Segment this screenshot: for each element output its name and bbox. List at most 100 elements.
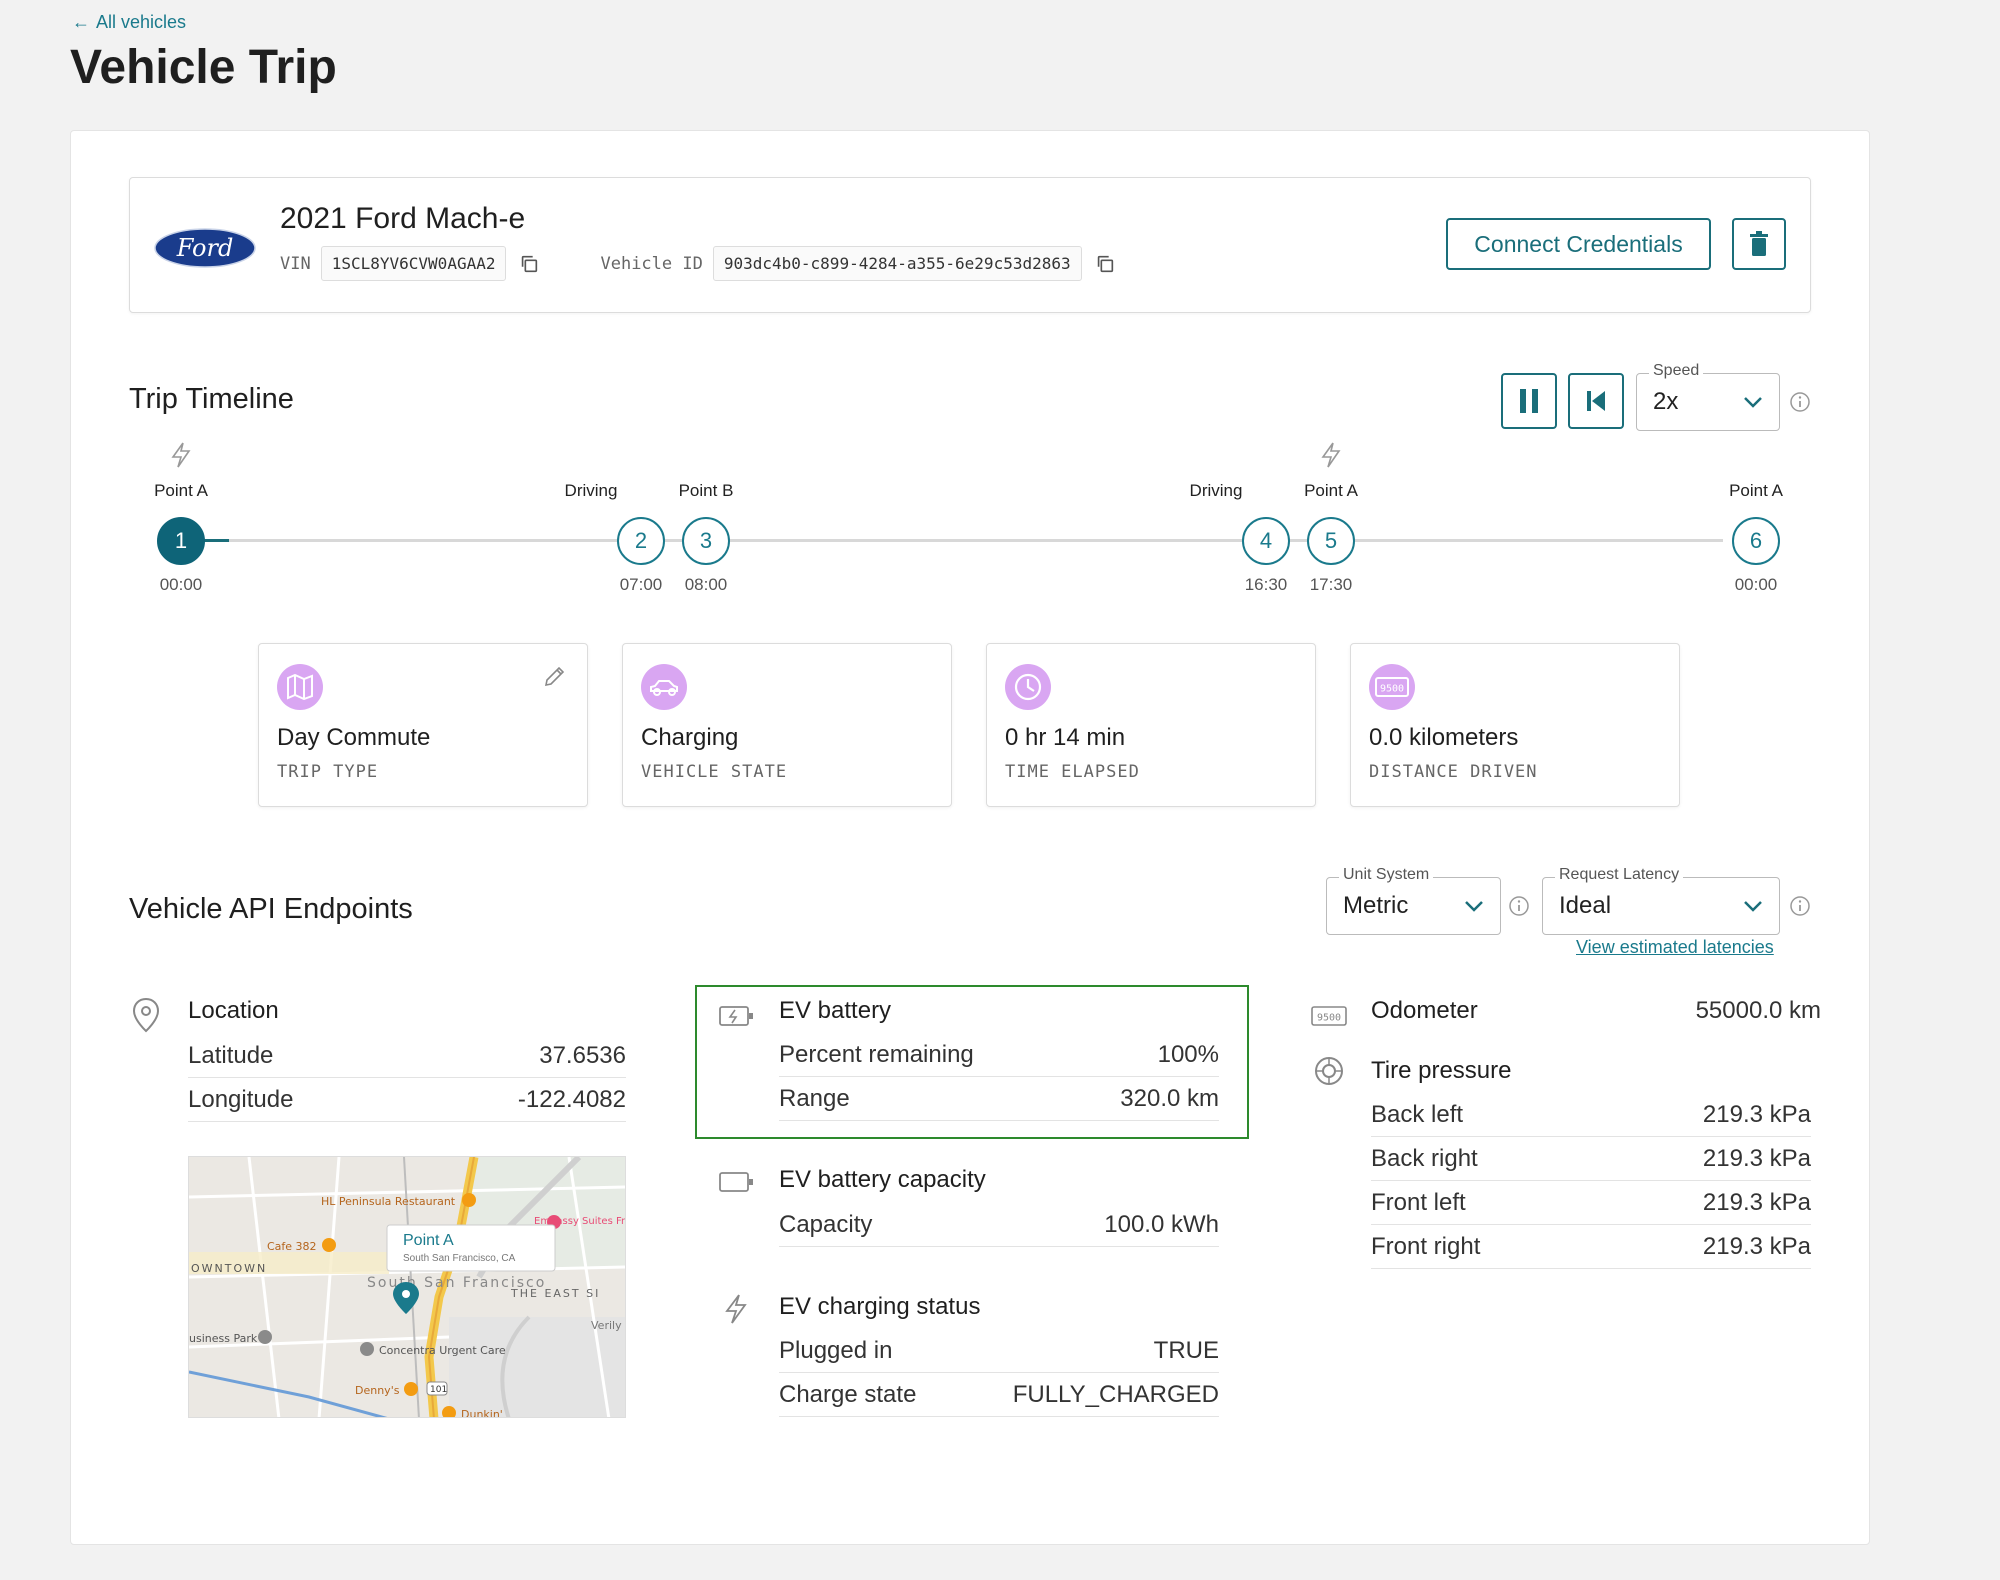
ev-battery-title: EV battery [779, 997, 892, 1024]
timeline-node-label: Point A [154, 481, 208, 500]
copy-icon[interactable] [1094, 253, 1116, 275]
info-icon[interactable] [1508, 895, 1530, 917]
svg-text:101: 101 [430, 1385, 447, 1395]
svg-text:Cafe 382: Cafe 382 [267, 1240, 317, 1253]
lightning-icon [1321, 442, 1341, 468]
vehicle-state-card: Charging VEHICLE STATE [622, 643, 952, 807]
latitude-row: Latitude 37.6536 [188, 1034, 626, 1078]
stat-label: TRIP TYPE [277, 762, 379, 782]
timeline-node-time: 17:30 [1309, 575, 1353, 594]
svg-text:Embassy Suites Francisco A: Embassy Suites Francisco A [534, 1216, 626, 1227]
ev-charging-rows: Plugged in TRUE Charge state FULLY_CHARGED [779, 1329, 1219, 1417]
request-latency-value: Ideal [1559, 892, 1612, 919]
restart-button[interactable] [1568, 373, 1624, 429]
odometer-value: 55000.0 km [1695, 997, 1821, 1024]
chevron-down-icon [1465, 901, 1483, 912]
back-right-row: Back right 219.3 kPa [1371, 1137, 1811, 1181]
svg-text:9500: 9500 [1317, 1013, 1341, 1024]
timeline-node-time: 16:30 [1244, 575, 1288, 594]
vehicle-ids: VIN 1SCL8YV6CVW0AGAA2 Vehicle ID 903dc4b… [280, 246, 1166, 281]
timeline-node-3[interactable]: 3 [682, 517, 730, 565]
svg-text:South San Francisco, CA: South San Francisco, CA [403, 1253, 516, 1264]
timeline-node-time: 07:00 [619, 575, 663, 594]
back-link[interactable]: ← All vehicles [72, 12, 186, 33]
request-latency-select[interactable]: Request Latency Ideal [1542, 866, 1780, 935]
odometer-icon: 9500 [1311, 1006, 1347, 1026]
svg-text:Denny's: Denny's [355, 1384, 400, 1397]
timeline-node-label: Point A [1304, 481, 1358, 500]
speed-select[interactable]: Speed 2x [1636, 362, 1780, 431]
odometer-title: Odometer [1371, 997, 1478, 1024]
vehicle-name: 2021 Ford Mach-e [280, 202, 526, 235]
view-latencies-link[interactable]: View estimated latencies [1576, 937, 1774, 957]
lightning-icon [725, 1294, 747, 1324]
svg-text:Dunkin': Dunkin' [461, 1408, 503, 1418]
front-right-row: Front right 219.3 kPa [1371, 1225, 1811, 1269]
speed-label: Speed [1649, 362, 1704, 380]
timeline-node-label: Driving [564, 481, 618, 500]
lightning-icon [171, 442, 191, 468]
timeline-node-1[interactable]: 1 [157, 517, 205, 565]
battery-icon [719, 1172, 753, 1192]
pause-button[interactable] [1501, 373, 1557, 429]
vehicle-id-value: 903dc4b0-c899-4284-a355-6e29c53d2863 [712, 246, 1082, 281]
charge-state-row: Charge state FULLY_CHARGED [779, 1373, 1219, 1417]
location-rows: Latitude 37.6536 Longitude -122.4082 [188, 1034, 626, 1122]
location-title: Location [188, 997, 279, 1024]
connect-credentials-button[interactable]: Connect Credentials [1446, 218, 1711, 270]
timeline-node-label: Point A [1729, 481, 1783, 500]
battery-charging-icon [719, 1006, 753, 1026]
timeline-node-2[interactable]: 2 [617, 517, 665, 565]
timeline-node-label: Point B [678, 481, 734, 500]
svg-text:HL Peninsula Restaurant: HL Peninsula Restaurant [321, 1195, 456, 1208]
timeline-node-time: 00:00 [159, 575, 203, 594]
unit-system-select[interactable]: Unit System Metric [1326, 866, 1501, 935]
unit-system-value: Metric [1343, 892, 1409, 919]
stat-label: DISTANCE DRIVEN [1369, 762, 1538, 782]
pause-icon [1520, 389, 1538, 413]
ev-battery-rows: Percent remaining 100% Range 320.0 km [779, 1033, 1219, 1121]
vehicle-header-card: Ford 2021 Ford Mach-e VIN 1SCL8YV6CVW0AG… [129, 177, 1811, 313]
svg-text:Verily: Verily [591, 1319, 622, 1332]
time-elapsed-card: 0 hr 14 min TIME ELAPSED [986, 643, 1316, 807]
timeline-progress [183, 539, 230, 542]
location-map[interactable]: HL Peninsula Restaurant Cafe 382 OWNTOWN… [188, 1156, 626, 1418]
request-latency-label: Request Latency [1555, 866, 1684, 884]
svg-text:Point A: Point A [403, 1232, 454, 1249]
svg-text:9500: 9500 [1380, 684, 1404, 695]
location-pin-icon [132, 997, 160, 1033]
tire-pressure-title: Tire pressure [1371, 1057, 1512, 1084]
copy-icon[interactable] [518, 253, 540, 275]
timeline-node-5[interactable]: 5 [1307, 517, 1355, 565]
pencil-icon[interactable] [543, 664, 567, 688]
car-icon [641, 664, 687, 710]
timeline-track[interactable] [183, 539, 1723, 542]
api-endpoints-title: Vehicle API Endpoints [129, 893, 413, 925]
skip-back-icon [1587, 391, 1605, 411]
delete-button[interactable] [1732, 218, 1786, 270]
vin-label: VIN [280, 253, 311, 274]
stat-label: TIME ELAPSED [1005, 762, 1140, 782]
info-icon[interactable] [1789, 895, 1811, 917]
trip-type-card: Day Commute TRIP TYPE [258, 643, 588, 807]
timeline-node-4[interactable]: 4 [1242, 517, 1290, 565]
odometer-icon: 9500 [1369, 664, 1415, 710]
chevron-down-icon [1744, 901, 1762, 912]
svg-text:Concentra Urgent Care: Concentra Urgent Care [379, 1344, 506, 1357]
svg-text:usiness Park: usiness Park [189, 1332, 258, 1345]
trip-timeline-title: Trip Timeline [129, 383, 294, 415]
svg-text:THE EAST SI: THE EAST SI [510, 1287, 600, 1300]
timeline-node-6[interactable]: 6 [1732, 517, 1780, 565]
distance-driven-card: 9500 0.0 kilometers DISTANCE DRIVEN [1350, 643, 1680, 807]
svg-text:Ford: Ford [176, 234, 234, 262]
arrow-left-icon: ← [72, 12, 90, 32]
chevron-down-icon [1744, 397, 1762, 408]
trash-icon [1750, 231, 1768, 256]
clock-icon [1005, 664, 1051, 710]
info-icon[interactable] [1789, 391, 1811, 413]
front-left-row: Front left 219.3 kPa [1371, 1181, 1811, 1225]
main-card: Ford 2021 Ford Mach-e VIN 1SCL8YV6CVW0AG… [70, 130, 1870, 1545]
ev-battery-highlight [695, 985, 1249, 1139]
percent-remaining-row: Percent remaining 100% [779, 1033, 1219, 1077]
stat-value: 0 hr 14 min [1005, 724, 1126, 751]
